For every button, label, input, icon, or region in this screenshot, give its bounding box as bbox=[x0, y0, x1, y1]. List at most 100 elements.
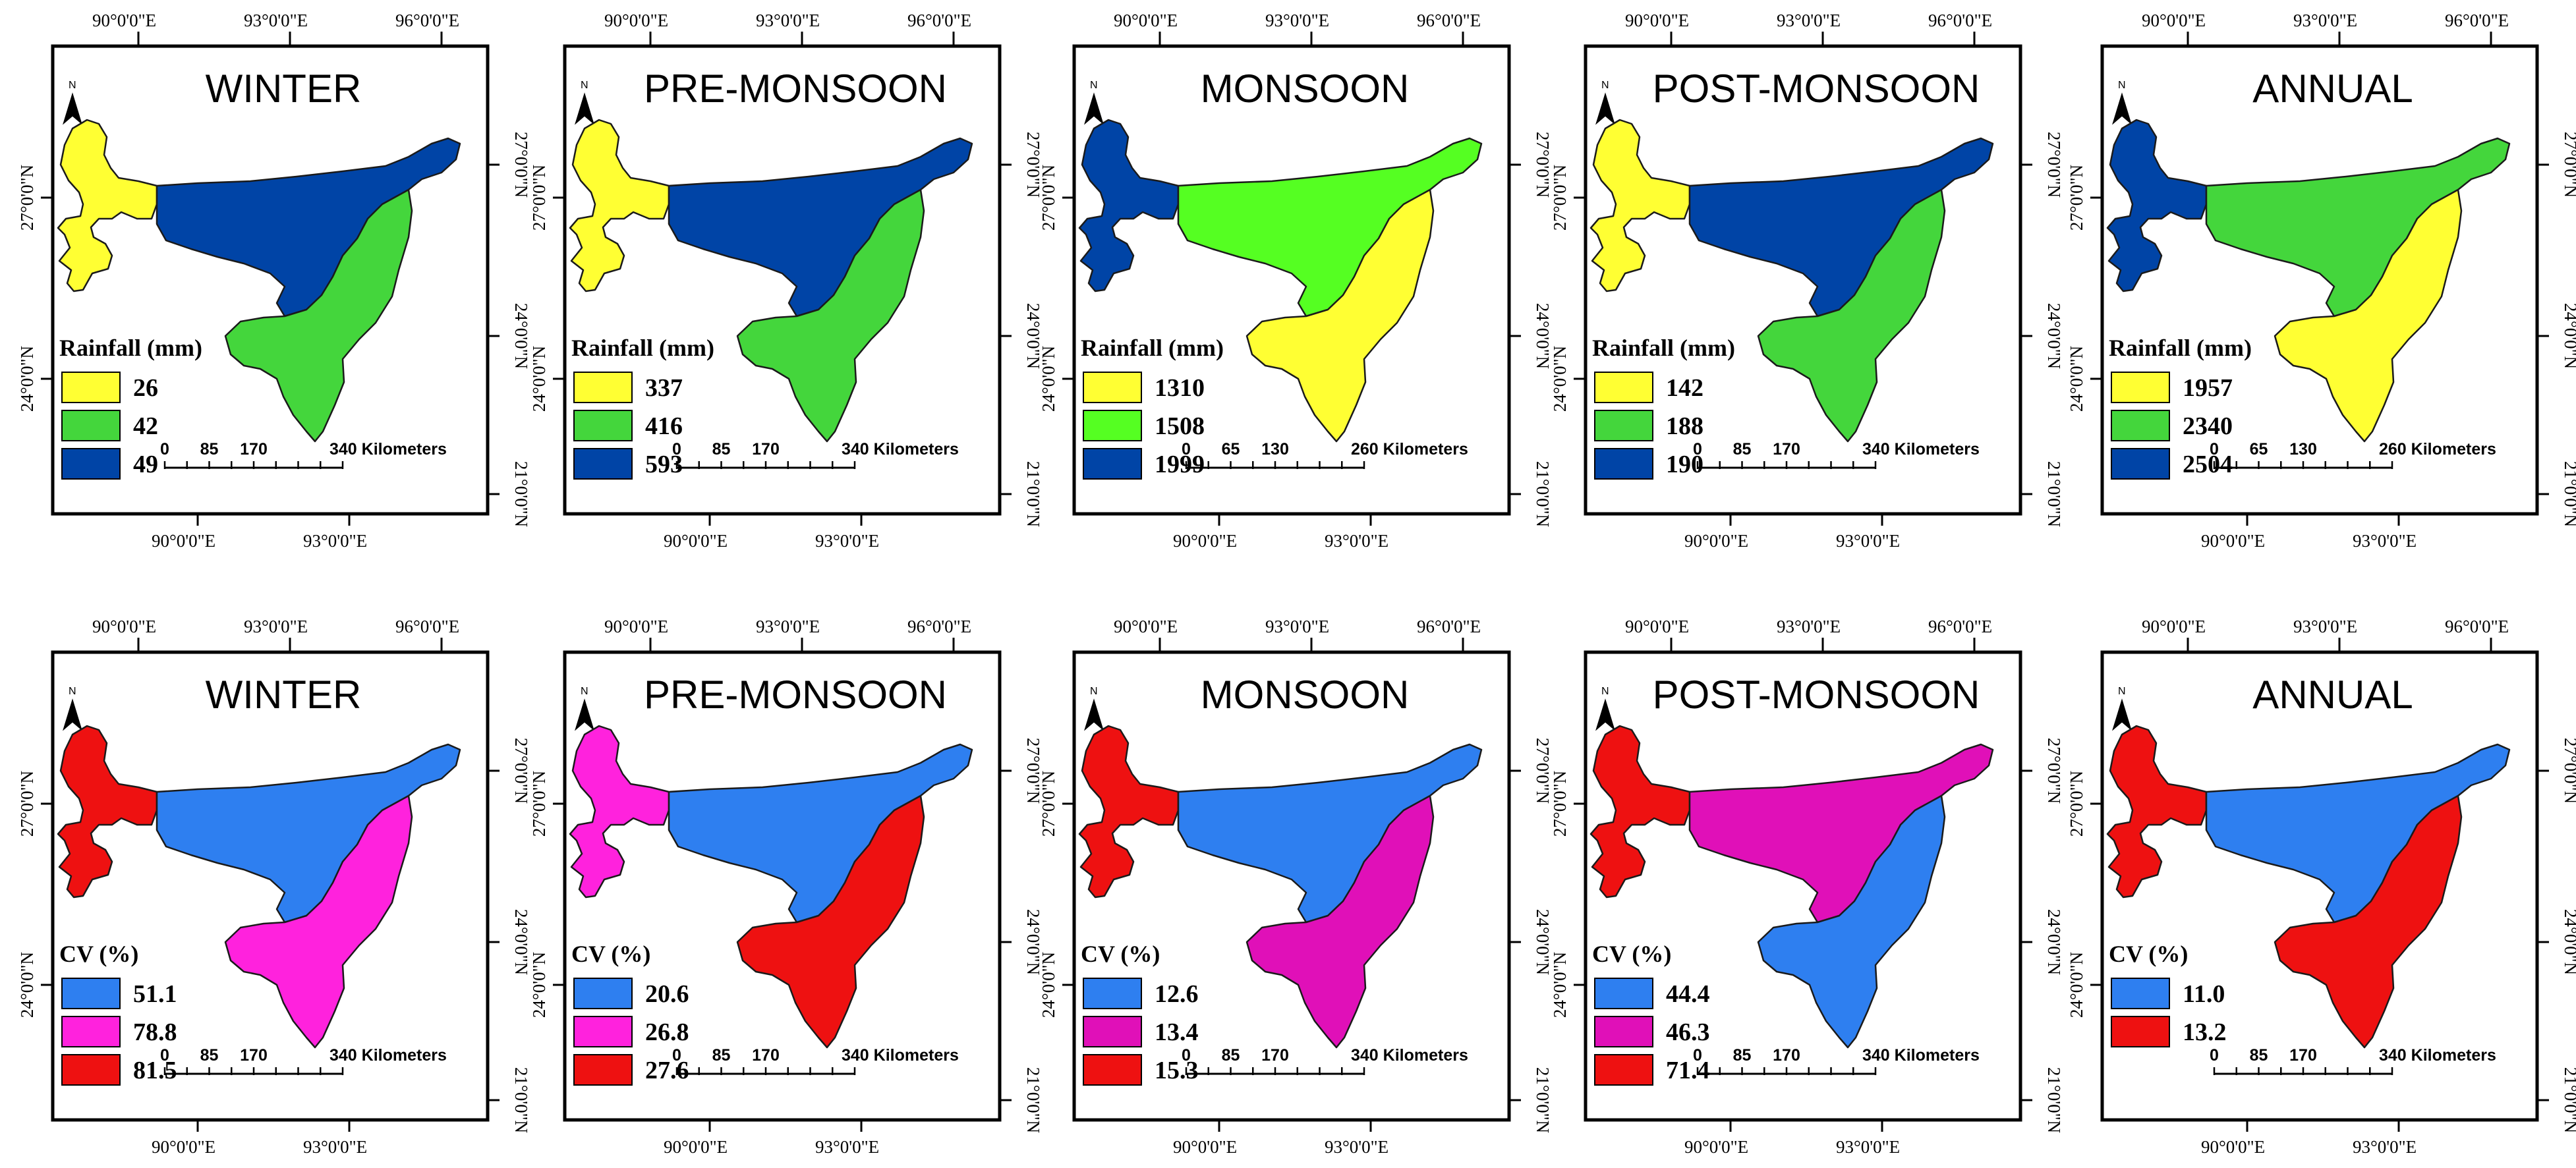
longitude-label-top: 90°0'0"E bbox=[2142, 617, 2206, 636]
longitude-label-top: 93°0'0"E bbox=[244, 11, 308, 30]
longitude-label-top: 93°0'0"E bbox=[1777, 11, 1841, 30]
longitude-label-bottom: 90°0'0"E bbox=[2201, 1137, 2265, 1157]
latitude-label-right: 24°0'0"N bbox=[1023, 303, 1043, 369]
latitude-label-right: 27°0'0"N bbox=[1533, 132, 1553, 198]
scale-unit-label: 340 Kilometers bbox=[1862, 440, 1980, 459]
longitude-label-top: 96°0'0"E bbox=[1928, 617, 1992, 636]
longitude-label-top: 93°0'0"E bbox=[1265, 11, 1329, 30]
north-label: N bbox=[581, 80, 588, 91]
scale-bar: 0 85 170 340 Kilometers bbox=[2210, 1046, 2496, 1075]
map-panel: 90°0'0"E 93°0'0"E 96°0'0"E 90°0'0"E 93°0'0"E… bbox=[1550, 617, 2064, 1157]
latitude-label-right: 24°0'0"N bbox=[511, 303, 531, 369]
latitude-label-left: 24°0'0"N bbox=[529, 346, 549, 412]
longitude-label-bottom: 90°0'0"E bbox=[1173, 531, 1237, 551]
scale-bar: 0 65 130 260 Kilometers bbox=[1182, 440, 1468, 469]
longitude-label-top: 93°0'0"E bbox=[1265, 617, 1329, 636]
region-west bbox=[57, 725, 158, 899]
latitude-label-right: 21°0'0"N bbox=[1533, 1067, 1553, 1133]
scale-unit-label: 340 Kilometers bbox=[842, 440, 959, 459]
panel-title: MONSOON bbox=[1201, 67, 1410, 111]
longitude-label-top: 93°0'0"E bbox=[2293, 617, 2357, 636]
legend-title: CV (%) bbox=[1592, 941, 1671, 967]
region-west bbox=[1078, 725, 1180, 899]
legend-swatch bbox=[1594, 448, 1653, 480]
legend-swatch bbox=[61, 448, 121, 480]
scale-tick-label: 170 bbox=[2289, 1046, 2317, 1065]
latitude-label-right: 27°0'0"N bbox=[2561, 738, 2576, 804]
region-map bbox=[57, 725, 461, 1049]
longitude-label-bottom: 93°0'0"E bbox=[815, 1137, 879, 1157]
legend-title: CV (%) bbox=[59, 941, 138, 967]
map-panel: 90°0'0"E 93°0'0"E 96°0'0"E 90°0'0"E 93°0'0"E… bbox=[529, 11, 1043, 551]
legend-swatch bbox=[1083, 448, 1142, 480]
scale-tick-label: 170 bbox=[1773, 1046, 1800, 1065]
region-west bbox=[569, 725, 670, 899]
region-south bbox=[1757, 794, 1946, 1049]
latitude-label-left: 24°0'0"N bbox=[1550, 346, 1570, 412]
scale-tick-label: 85 bbox=[200, 1046, 219, 1065]
region-map bbox=[569, 725, 973, 1049]
legend-label: 2504 bbox=[2183, 451, 2233, 478]
legend-label: 78.8 bbox=[133, 1018, 177, 1046]
legend-label: 27.6 bbox=[645, 1057, 689, 1084]
legend-label: 26.8 bbox=[645, 1018, 689, 1046]
scale-tick-label: 0 bbox=[1693, 1046, 1702, 1065]
north-arrow-icon bbox=[2112, 698, 2132, 731]
latitude-label-right: 27°0'0"N bbox=[2044, 738, 2064, 804]
latitude-label-right: 27°0'0"N bbox=[1023, 738, 1043, 804]
panel-title: POST-MONSOON bbox=[1653, 673, 1980, 717]
latitude-label-left: 24°0'0"N bbox=[17, 952, 37, 1018]
region-map bbox=[569, 119, 973, 443]
scale-bar: 0 85 170 340 Kilometers bbox=[160, 1046, 447, 1075]
legend-swatch bbox=[2111, 1016, 2170, 1047]
region-west bbox=[1589, 725, 1691, 899]
panel-title: POST-MONSOON bbox=[1653, 67, 1980, 111]
scale-unit-label: 260 Kilometers bbox=[1351, 440, 1468, 459]
legend-label: 142 bbox=[1666, 374, 1703, 402]
latitude-label-right: 21°0'0"N bbox=[2044, 1067, 2064, 1133]
latitude-label-right: 24°0'0"N bbox=[1533, 909, 1553, 975]
scale-tick-label: 0 bbox=[2210, 1046, 2219, 1065]
scale-tick-label: 85 bbox=[2250, 1046, 2268, 1065]
legend-title: CV (%) bbox=[2109, 941, 2188, 967]
north-arrow-icon bbox=[575, 92, 594, 125]
latitude-label-right: 24°0'0"N bbox=[2044, 909, 2064, 975]
map-panel: 90°0'0"E 93°0'0"E 96°0'0"E 90°0'0"E 93°0'0"E… bbox=[1039, 617, 1553, 1157]
longitude-label-bottom: 90°0'0"E bbox=[664, 531, 728, 551]
latitude-label-left: 24°0'0"N bbox=[1039, 952, 1058, 1018]
latitude-label-left: 24°0'0"N bbox=[17, 346, 37, 412]
longitude-label-bottom: 90°0'0"E bbox=[1684, 1137, 1748, 1157]
legend-swatch bbox=[61, 372, 121, 403]
legend-title: CV (%) bbox=[571, 941, 650, 967]
legend-title: Rainfall (mm) bbox=[1081, 335, 1224, 361]
region-south bbox=[224, 794, 413, 1049]
north-arrow-icon bbox=[1084, 92, 1104, 125]
scale-tick-label: 85 bbox=[712, 1046, 731, 1065]
north-label: N bbox=[581, 686, 588, 697]
map-frame bbox=[1584, 650, 2022, 1122]
longitude-label-top: 90°0'0"E bbox=[1625, 11, 1689, 30]
latitude-label-right: 21°0'0"N bbox=[2044, 461, 2064, 527]
region-west bbox=[57, 119, 158, 292]
legend-swatch bbox=[1594, 1054, 1653, 1086]
legend-swatch bbox=[1594, 410, 1653, 441]
map-panel: 90°0'0"E 93°0'0"E 96°0'0"E 90°0'0"E 93°0'0"E… bbox=[2067, 11, 2576, 551]
scale-bar: 0 85 170 340 Kilometers bbox=[160, 440, 447, 469]
region-south bbox=[2274, 188, 2463, 443]
latitude-label-right: 21°0'0"N bbox=[511, 461, 531, 527]
longitude-label-bottom: 90°0'0"E bbox=[1173, 1137, 1237, 1157]
north-arrow-icon bbox=[1595, 698, 1615, 731]
region-map bbox=[2106, 725, 2511, 1049]
latitude-label-right: 24°0'0"N bbox=[511, 909, 531, 975]
longitude-label-bottom: 90°0'0"E bbox=[152, 531, 215, 551]
scale-tick-label: 0 bbox=[672, 1046, 681, 1065]
longitude-label-top: 96°0'0"E bbox=[2445, 617, 2509, 636]
map-frame bbox=[563, 44, 1002, 516]
north-arrow-icon bbox=[1084, 698, 1104, 731]
latitude-label-right: 27°0'0"N bbox=[1533, 738, 1553, 804]
scale-bar: 0 65 130 260 Kilometers bbox=[2210, 440, 2496, 469]
scale-tick-label: 65 bbox=[2250, 440, 2268, 459]
region-west bbox=[2106, 119, 2208, 292]
legend-swatch bbox=[573, 1016, 633, 1047]
